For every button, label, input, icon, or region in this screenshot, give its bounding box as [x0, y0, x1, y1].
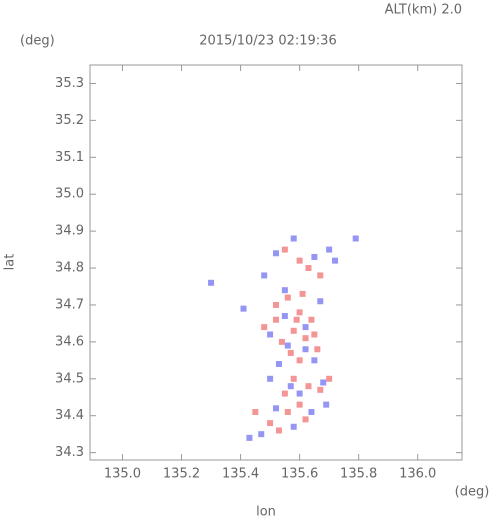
echo-cell — [311, 253, 318, 260]
chart-subtitle: ALT(km) 2.0 — [385, 3, 462, 18]
echo-cell — [290, 327, 297, 334]
echo-cell — [302, 416, 309, 423]
echo-cell — [261, 324, 268, 331]
y-tick-label: 35.3 — [55, 76, 84, 91]
echo-cell — [252, 409, 259, 416]
echo-cell — [296, 257, 303, 264]
y-tick-label: 34.7 — [55, 297, 84, 312]
echo-cell — [273, 301, 279, 308]
y-tick-label: 34.5 — [55, 371, 84, 386]
y-tick-label: 34.8 — [55, 261, 84, 276]
echo-cell — [267, 375, 274, 382]
echo-cell — [311, 357, 318, 364]
echo-cell — [305, 265, 312, 272]
echo-cell — [332, 257, 339, 264]
y-unit: (deg) — [20, 34, 55, 49]
x-axis-label: lon — [256, 505, 276, 520]
y-tick-label: 35.0 — [55, 187, 84, 202]
echo-cell — [352, 235, 359, 242]
echo-cell — [281, 246, 288, 253]
y-tick-label: 34.4 — [55, 408, 84, 423]
echo-cell — [302, 324, 309, 331]
echo-cell — [261, 272, 268, 279]
echo-cell — [308, 409, 315, 416]
echo-cell — [326, 375, 333, 382]
echo-cell — [281, 313, 288, 320]
echo-cell — [305, 383, 312, 390]
x-unit: (deg) — [455, 485, 490, 500]
echo-cell — [287, 383, 294, 390]
echo-cell — [302, 346, 309, 353]
echo-cell — [320, 379, 327, 386]
y-tick-label: 35.2 — [55, 113, 84, 128]
x-tick-label: 135.0 — [104, 467, 141, 482]
echo-cell — [308, 316, 315, 323]
y-tick-label: 34.3 — [55, 445, 84, 460]
plot-frame — [89, 64, 463, 461]
echo-cell — [281, 287, 288, 294]
echo-cell — [302, 335, 309, 342]
echo-cell — [311, 331, 318, 338]
echo-cell — [314, 346, 321, 353]
echo-cell — [275, 361, 282, 368]
y-tick-label: 34.6 — [55, 334, 84, 349]
echo-cell — [208, 279, 215, 286]
echo-cell — [290, 423, 297, 430]
echo-cell — [290, 235, 297, 242]
echo-cell — [293, 316, 300, 323]
x-tick-label: 136.0 — [399, 467, 436, 482]
echo-cell — [273, 250, 279, 257]
echo-cell — [287, 349, 294, 356]
echo-cell — [281, 390, 288, 397]
echo-cell — [317, 386, 324, 393]
echo-cell — [326, 246, 333, 253]
x-tick-label: 135.8 — [340, 467, 377, 482]
echo-cell — [284, 342, 291, 349]
echo-cell — [267, 331, 274, 338]
echo-cell — [258, 431, 265, 438]
echo-cell — [284, 409, 291, 416]
echo-cell — [273, 316, 279, 323]
echo-cell — [296, 309, 303, 316]
echo-cell — [290, 375, 297, 382]
echo-cell — [278, 338, 285, 345]
echo-cell — [296, 357, 303, 364]
y-tick-label: 35.1 — [55, 150, 84, 165]
chart-title: 2015/10/23 02:19:36 — [199, 34, 336, 49]
echo-cell — [317, 298, 324, 305]
echo-cell — [296, 401, 303, 408]
echo-cell — [296, 390, 303, 397]
y-axis-label: lat — [3, 254, 18, 271]
echo-cell — [299, 290, 306, 297]
x-tick-label: 135.2 — [163, 467, 200, 482]
echo-cell — [284, 294, 291, 301]
echo-cell — [317, 272, 324, 279]
echo-cell — [323, 401, 330, 408]
x-tick-label: 135.4 — [222, 467, 259, 482]
echo-cell — [246, 434, 253, 441]
echo-cell — [267, 420, 274, 427]
x-tick-label: 135.6 — [281, 467, 318, 482]
echo-cell — [275, 427, 282, 434]
echo-cell — [273, 405, 279, 412]
echo-cell — [240, 305, 247, 312]
y-tick-label: 34.9 — [55, 224, 84, 239]
